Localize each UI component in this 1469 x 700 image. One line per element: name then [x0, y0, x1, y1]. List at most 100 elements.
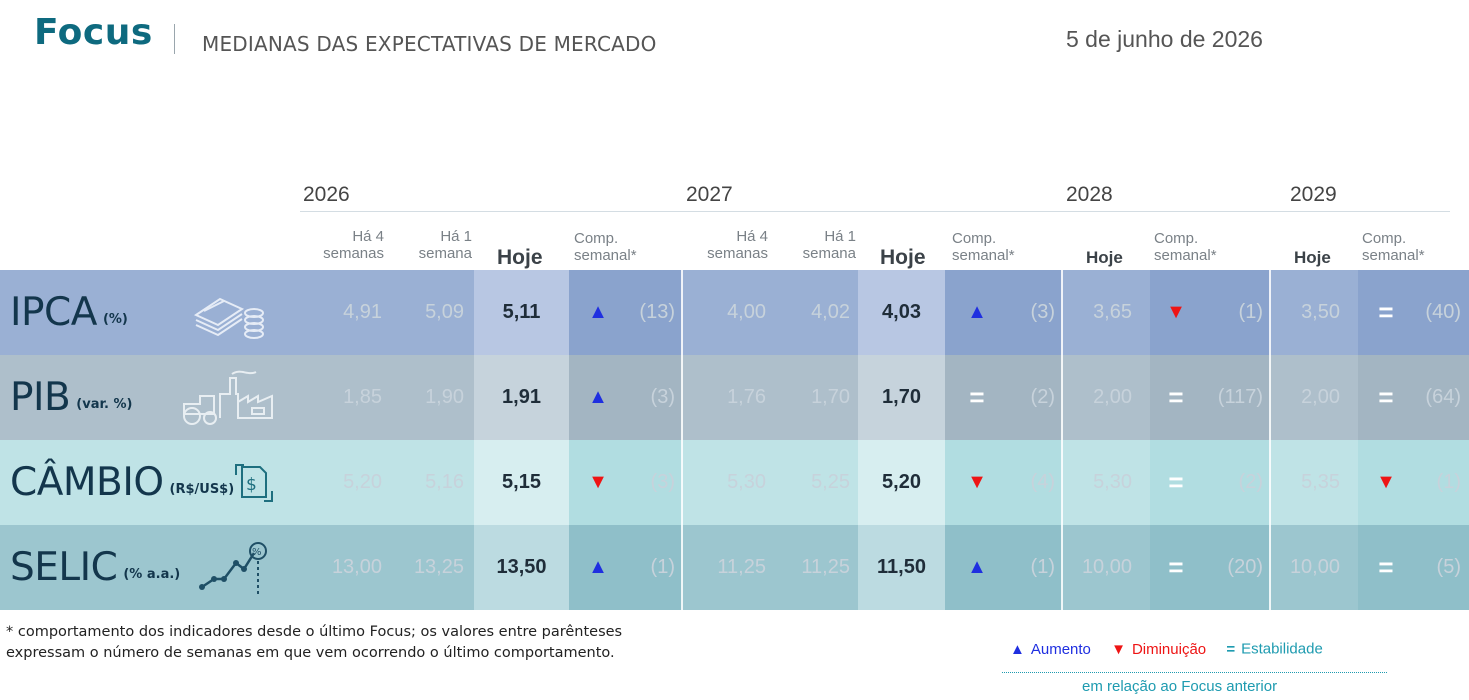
col-comp-2028: Comp. semanal*	[1154, 230, 1217, 264]
indicator-name: SELIC	[10, 545, 118, 590]
value-ha1: 13,25	[413, 556, 464, 578]
report-header: Focus MEDIANAS DAS EXPECTATIVAS DE MERCA…	[34, 8, 1469, 68]
col-comp-2026: Comp. semanal*	[574, 230, 637, 264]
weeks-count: (3)	[650, 471, 675, 493]
indicator-label: SELIC (% a.a.)	[10, 525, 180, 610]
table-row: SELIC (% a.a.)% 13,00 13,25 13,50 ▲ (1) 11,25 11…	[0, 525, 1469, 610]
year-divider	[1269, 525, 1271, 610]
hoje-cell	[858, 270, 945, 355]
year-divider	[681, 355, 683, 440]
value-ha1: 5,09	[425, 301, 464, 323]
equals-icon: =	[1226, 640, 1236, 658]
value-ha1: 4,02	[811, 301, 850, 323]
value-hoje: 10,00	[1081, 556, 1132, 578]
value-ha4: 1,85	[343, 386, 382, 408]
col-comp-line2: semanal*	[952, 247, 1015, 264]
comp-cell	[569, 525, 682, 610]
year-2029-heading: 2029	[1290, 183, 1337, 206]
weeks-count: (5)	[1436, 556, 1461, 578]
weeks-count: (40)	[1425, 301, 1461, 323]
col-comp-2029: Comp. semanal*	[1362, 230, 1425, 264]
equals-icon: =	[1168, 382, 1184, 412]
year-divider	[1061, 355, 1063, 440]
indicator-name: IPCA	[10, 290, 97, 335]
value-hoje: 4,03	[882, 301, 921, 323]
col-ha4-line1: Há 4	[352, 228, 384, 245]
col-ha4-2026: Há 4 semanas	[310, 228, 384, 262]
col-comp-line2: semanal*	[1362, 247, 1425, 264]
year-heading-rule	[300, 211, 1450, 212]
col-ha1-line1: Há 1	[440, 228, 472, 245]
comp-cell	[1150, 355, 1270, 440]
comp-cell	[1358, 355, 1469, 440]
table-row: CÂMBIO (R$/US$) $5,20 5,16 5,15 ▼ (3) 5,30 5,25 5…	[0, 440, 1469, 525]
value-ha1: 1,70	[811, 386, 850, 408]
year-divider	[1061, 440, 1063, 525]
comp-cell	[945, 355, 1062, 440]
report-subtitle: MEDIANAS DAS EXPECTATIVAS DE MERCADO	[202, 32, 657, 56]
col-comp-line1: Comp.	[952, 230, 997, 247]
year-divider	[1269, 355, 1271, 440]
year-2028-heading: 2028	[1066, 183, 1113, 206]
hoje-cell	[474, 270, 569, 355]
year-divider	[1269, 270, 1271, 355]
value-ha4: 5,20	[343, 471, 382, 493]
triangle-up-icon: ▲	[588, 301, 608, 323]
value-ha4: 1,76	[727, 386, 766, 408]
indicator-name: PIB	[10, 375, 71, 420]
legend-divider	[1002, 672, 1387, 673]
col-ha4-line1: Há 4	[736, 228, 768, 245]
value-hoje: 5,30	[1093, 471, 1132, 493]
indicator-unit: (var. %)	[76, 397, 133, 412]
comp-cell	[1358, 525, 1469, 610]
value-ha4: 4,91	[343, 301, 382, 323]
col-comp-line2: semanal*	[1154, 247, 1217, 264]
col-ha1-2027: Há 1 semana	[784, 228, 856, 262]
col-hoje-2027: Hoje	[880, 246, 926, 269]
value-hoje: 5,11	[502, 301, 541, 323]
svg-text:%: %	[252, 547, 262, 558]
indicator-unit: (% a.a.)	[123, 567, 181, 582]
value-hoje: 11,50	[877, 556, 926, 578]
value-hoje: 3,65	[1093, 301, 1132, 323]
indicator-label: IPCA (%)	[10, 270, 128, 355]
triangle-up-icon: ▲	[967, 301, 987, 323]
weeks-count: (2)	[1030, 386, 1055, 408]
legend-eq-label: Estabilidade	[1241, 640, 1323, 658]
col-ha1-2026: Há 1 semana	[400, 228, 472, 262]
col-comp-line1: Comp.	[1154, 230, 1199, 247]
equals-icon: =	[1378, 382, 1394, 412]
comp-cell	[569, 355, 682, 440]
brand-divider	[174, 24, 175, 54]
value-ha4: 4,00	[727, 301, 766, 323]
col-comp-2027: Comp. semanal*	[952, 230, 1015, 264]
value-ha4: 13,00	[331, 556, 382, 578]
hoje-cell	[858, 525, 945, 610]
hoje-cell	[474, 355, 569, 440]
comp-cell	[569, 270, 682, 355]
hoje-cell	[474, 525, 569, 610]
col-ha1-line1: Há 1	[824, 228, 856, 245]
year-2027-heading: 2027	[686, 183, 733, 206]
weeks-count: (2)	[1238, 471, 1263, 493]
comp-cell	[1150, 270, 1270, 355]
hoje-cell	[858, 440, 945, 525]
legend-down-label: Diminuição	[1131, 640, 1207, 658]
weeks-count: (20)	[1227, 556, 1263, 578]
legend: ▲ Aumento ▼ Diminuição = Estabilidade	[1010, 640, 1390, 658]
comp-cell	[1358, 440, 1469, 525]
value-ha1: 1,90	[425, 386, 464, 408]
triangle-down-icon: ▼	[1376, 471, 1396, 493]
weeks-count: (1)	[1238, 301, 1263, 323]
weeks-count: (13)	[639, 301, 675, 323]
value-hoje: 1,70	[882, 386, 921, 408]
value-ha4: 5,30	[727, 471, 766, 493]
hoje-cell	[858, 355, 945, 440]
table-row: IPCA (%) 4,91 5,09 5,11 ▲ (13) 4,00 4,02 4,03 ▲ (3)…	[0, 270, 1469, 355]
value-hoje: 5,35	[1301, 471, 1340, 493]
report-date: 5 de junho de 2026	[1066, 26, 1263, 52]
table-row: PIB (var. %) 1,85 1,90 1,91 ▲ (3) 1,76 1,70 1,70 =…	[0, 355, 1469, 440]
indicator-label: PIB (var. %)	[10, 355, 132, 440]
col-ha1-line2: semana	[418, 245, 472, 262]
equals-icon: =	[969, 382, 985, 412]
